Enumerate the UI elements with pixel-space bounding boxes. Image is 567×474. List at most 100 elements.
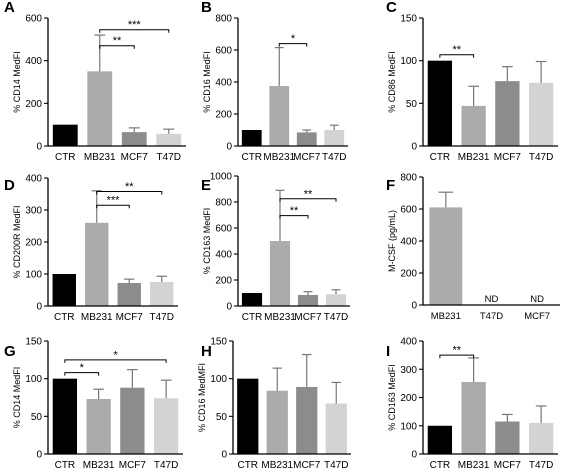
significance-label: ** (290, 205, 299, 217)
y-axis-label: M-CSF (pg/mL) (387, 210, 397, 272)
y-tick-label: 50 (216, 412, 228, 423)
y-tick-label: 0 (221, 450, 227, 461)
significance-bracket (99, 29, 170, 33)
y-tick-label: 400 (400, 237, 417, 248)
x-tick-label: MB231 (264, 312, 296, 323)
x-tick-label: T47D (529, 152, 553, 163)
y-tick-label: 0 (36, 142, 42, 153)
significance-bracket (64, 372, 100, 376)
bar-t47d (324, 130, 345, 146)
y-tick-label: 200 (400, 393, 417, 404)
x-tick-label: MCF7 (494, 460, 522, 471)
panel-i: I % CD163 MedFI 0 100 200 300 400 CTR MB231 MCF7 T… (386, 337, 558, 471)
panel-g: G % CD14 MedFI 0 50 100 150 CTR MB231 MCF7 T47D * * (4, 337, 183, 471)
x-tick-label: T47D (154, 460, 178, 471)
y-tick-label: 600 (400, 205, 417, 216)
bar-mcf7 (297, 294, 319, 306)
significance-label: *** (128, 19, 142, 31)
bar-ctr (427, 425, 453, 454)
y-axis-label: % CD16 MedFI (202, 51, 212, 113)
bar-mb231 (85, 222, 109, 306)
bar-mcf7 (296, 132, 317, 146)
x-tick-label: T47D (322, 152, 346, 163)
panel-label: G (4, 343, 16, 360)
y-tick-label: 150 (210, 337, 227, 348)
y-tick-label: 0 (226, 142, 232, 153)
panel-label: B (201, 0, 212, 16)
significance-label: ** (125, 181, 134, 193)
not-detected-label: ND (485, 294, 499, 305)
y-tick-label: 400 (25, 56, 42, 67)
y-tick-label: 100 (400, 421, 417, 432)
y-tick-label: 1000 (210, 172, 233, 183)
x-tick-label: T47D (529, 460, 553, 471)
panel-label: E (201, 177, 211, 194)
y-tick-label: 100 (400, 56, 417, 67)
x-tick-label: MB231 (458, 460, 490, 471)
bar-t47d (325, 294, 347, 306)
x-tick-label: MB231 (458, 152, 490, 163)
y-axis-label: % CD163 MedFI (387, 364, 397, 431)
panel-d: D % CD200R MedFI 0 100 200 300 400 CTR MB231 MCF7… (4, 174, 178, 323)
bar-ctr (237, 378, 259, 454)
x-tick-label: T47D (324, 460, 348, 471)
x-tick-label: MB231 (81, 312, 113, 323)
significance-bracket (439, 354, 475, 359)
y-tick-label: 0 (226, 302, 232, 313)
y-axis-label: % CD16 MedMFI (197, 363, 207, 432)
bar-mb231 (429, 207, 463, 305)
bar-mb231 (461, 105, 486, 146)
y-tick-label: 400 (25, 174, 42, 185)
x-tick-label: MCF7 (494, 152, 522, 163)
x-tick-label: MB231 (431, 311, 461, 322)
x-tick-label: MB231 (83, 460, 115, 471)
significance-label: *** (107, 195, 121, 207)
y-tick-label: 0 (36, 302, 42, 313)
y-tick-label: 100 (25, 374, 42, 385)
y-tick-label: 200 (215, 110, 232, 121)
y-axis-label: % CD86 MedFI (387, 51, 397, 113)
significance-bracket (279, 215, 309, 219)
y-tick-label: 600 (215, 224, 232, 235)
bar-mcf7 (120, 387, 145, 454)
panel-label: F (386, 177, 395, 194)
bar-t47d (325, 403, 347, 454)
bar-mb231 (269, 241, 291, 306)
bar-t47d (528, 422, 554, 454)
bar-mb231 (87, 71, 113, 146)
y-tick-label: 800 (215, 14, 232, 25)
y-tick-label: 600 (215, 46, 232, 57)
y-tick-label: 50 (406, 99, 418, 110)
bar-ctr (427, 60, 453, 146)
x-tick-label: MCF7 (293, 152, 321, 163)
y-axis-label: % CD14 MedFI (12, 367, 22, 429)
panel-label: H (201, 343, 212, 360)
y-tick-label: 0 (411, 142, 417, 153)
significance-bracket (96, 190, 163, 195)
significance-bracket (96, 204, 130, 209)
bar-mb231 (86, 399, 111, 454)
x-tick-label: CTR (241, 152, 262, 163)
panel-e: E % CD163 MedFI 0 200 400 600 800 1000 CTR MB231M… (201, 172, 350, 323)
y-tick-label: 0 (36, 450, 42, 461)
y-tick-label: 800 (400, 173, 417, 184)
y-tick-label: 200 (215, 276, 232, 287)
panel-c: C % CD86 MedFI 0 50 100 150 CTR MB231 MCF7 T47D ** (386, 0, 558, 163)
x-tick-label: T47D (324, 312, 348, 323)
x-tick-label: MB231 (261, 460, 293, 471)
x-tick-label: MCF7 (119, 460, 147, 471)
panel-a: A % CD14 MedFI 0 200 400 600 CTR MB231 MCF7 T47D *… (4, 0, 186, 163)
bar-mcf7 (121, 132, 147, 146)
y-tick-label: 0 (411, 301, 417, 312)
bar-t47d (150, 282, 174, 306)
y-tick-label: 300 (400, 365, 417, 376)
panel-label: C (386, 0, 397, 16)
y-tick-label: 100 (210, 374, 227, 385)
x-tick-label: CTR (55, 460, 76, 471)
bar-mb231 (461, 381, 486, 454)
bar-mcf7 (495, 81, 520, 146)
significance-bracket (439, 54, 475, 58)
bar-mb231 (266, 390, 288, 454)
